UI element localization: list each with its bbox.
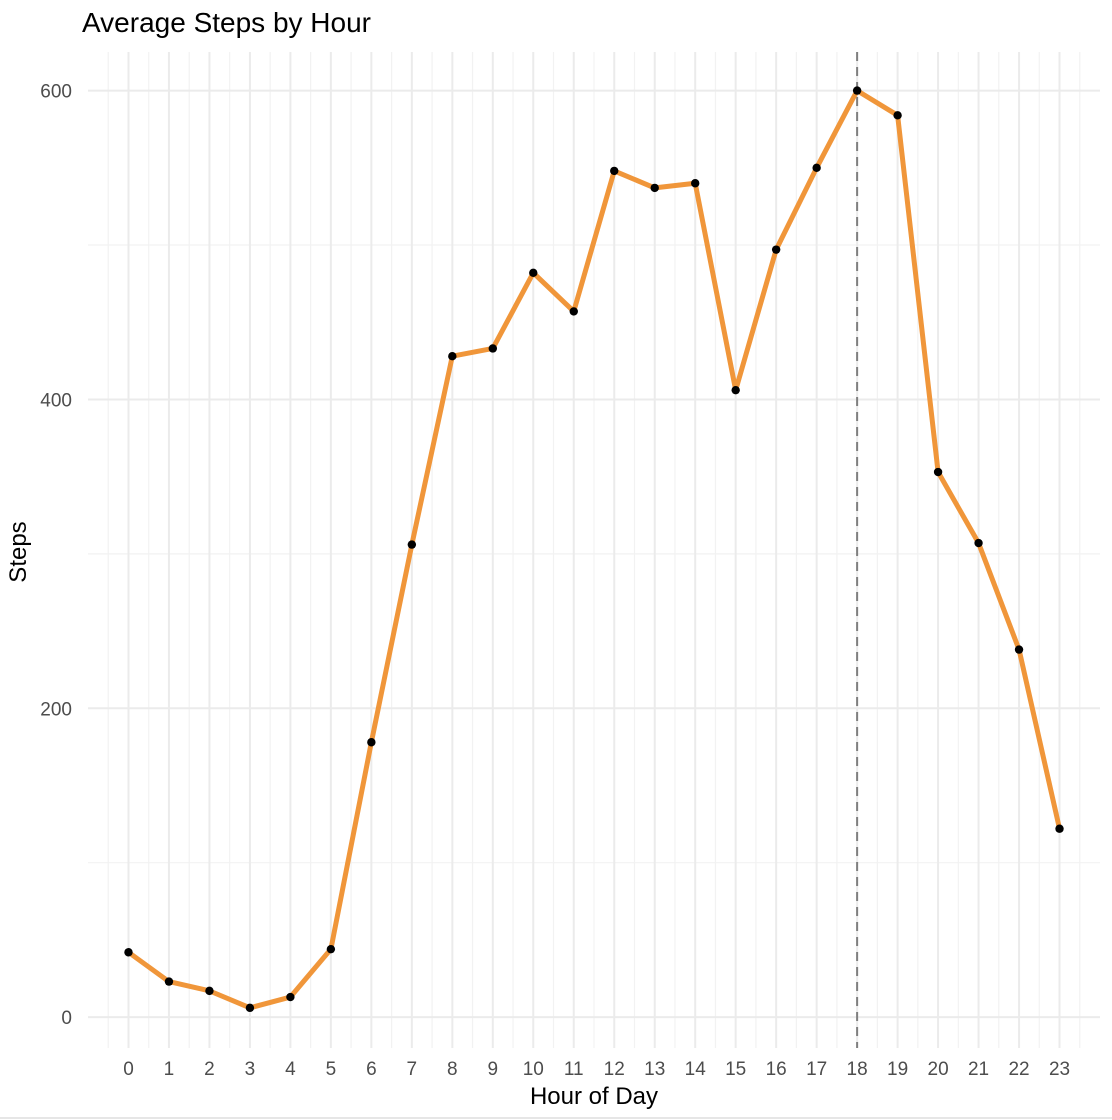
x-axis-tick-labels: 0 1 2 3 4 5 6 7 8 9 10 11 12 13 14 15 16 17 18 19 20 21 22 23 [123, 1059, 1070, 1080]
x-tick-label: 16 [766, 1059, 787, 1080]
data-point-hour-19 [893, 111, 902, 120]
x-tick-label: 0 [123, 1059, 134, 1080]
data-point-hour-0 [124, 948, 133, 957]
data-points [124, 86, 1064, 1013]
x-tick-label: 12 [604, 1059, 625, 1080]
x-tick-label: 7 [407, 1059, 418, 1080]
series-layer [125, 88, 1063, 1011]
data-point-hour-5 [326, 944, 336, 954]
x-tick-label: 11 [564, 1059, 584, 1080]
x-tick-label: 13 [644, 1059, 665, 1080]
x-tick-label: 6 [366, 1059, 377, 1080]
data-point-hour-16 [771, 245, 781, 254]
data-point-hour-4 [286, 992, 295, 1002]
data-point-hour-18 [852, 86, 862, 95]
x-tick-label: 15 [725, 1059, 746, 1080]
data-point-hour-2 [205, 986, 214, 996]
y-axis-tick-labels: 0 200 400 600 [40, 82, 72, 1030]
x-tick-label: 17 [806, 1059, 827, 1080]
data-point-hour-17 [812, 163, 821, 173]
data-point-hour-3 [245, 1003, 255, 1013]
x-tick-label: 8 [447, 1059, 458, 1080]
y-tick-label: 600 [40, 82, 72, 103]
x-tick-label: 10 [523, 1059, 544, 1080]
data-point-hour-11 [569, 307, 578, 316]
chart-title: Average Steps by Hour [82, 7, 371, 38]
x-tick-label: 9 [488, 1059, 499, 1080]
steps-series-line [125, 88, 1063, 1011]
data-point-hour-22 [1014, 645, 1024, 654]
x-tick-label: 18 [847, 1059, 868, 1080]
data-point-hour-13 [650, 183, 659, 193]
data-point-hour-1 [164, 977, 174, 986]
data-point-hour-6 [367, 738, 376, 747]
x-tick-label: 5 [326, 1059, 337, 1080]
grid-lines [88, 52, 1100, 1048]
x-tick-label: 23 [1049, 1059, 1070, 1080]
data-point-hour-21 [974, 538, 983, 548]
y-axis-title: Steps [5, 521, 32, 582]
x-tick-label: 22 [1008, 1059, 1029, 1080]
x-tick-label: 19 [887, 1059, 908, 1080]
x-tick-label: 14 [685, 1059, 707, 1080]
data-point-hour-15 [731, 385, 740, 395]
x-tick-label: 1 [164, 1059, 175, 1080]
data-point-hour-12 [610, 166, 619, 176]
y-tick-label: 0 [61, 1008, 72, 1029]
x-tick-label: 21 [968, 1059, 989, 1080]
data-point-hour-7 [407, 540, 417, 549]
data-point-hour-9 [488, 344, 497, 353]
x-axis-title: Hour of Day [530, 1083, 658, 1110]
data-point-hour-14 [691, 179, 700, 188]
x-tick-label: 2 [204, 1059, 215, 1080]
y-tick-label: 400 [40, 390, 72, 411]
data-point-hour-20 [933, 467, 943, 477]
y-tick-label: 200 [40, 699, 72, 720]
data-point-hour-23 [1055, 824, 1064, 833]
data-point-hour-10 [529, 268, 538, 278]
x-tick-label: 4 [285, 1059, 296, 1080]
x-tick-label: 3 [245, 1059, 256, 1080]
x-tick-label: 20 [928, 1059, 949, 1080]
data-point-hour-8 [448, 352, 457, 361]
